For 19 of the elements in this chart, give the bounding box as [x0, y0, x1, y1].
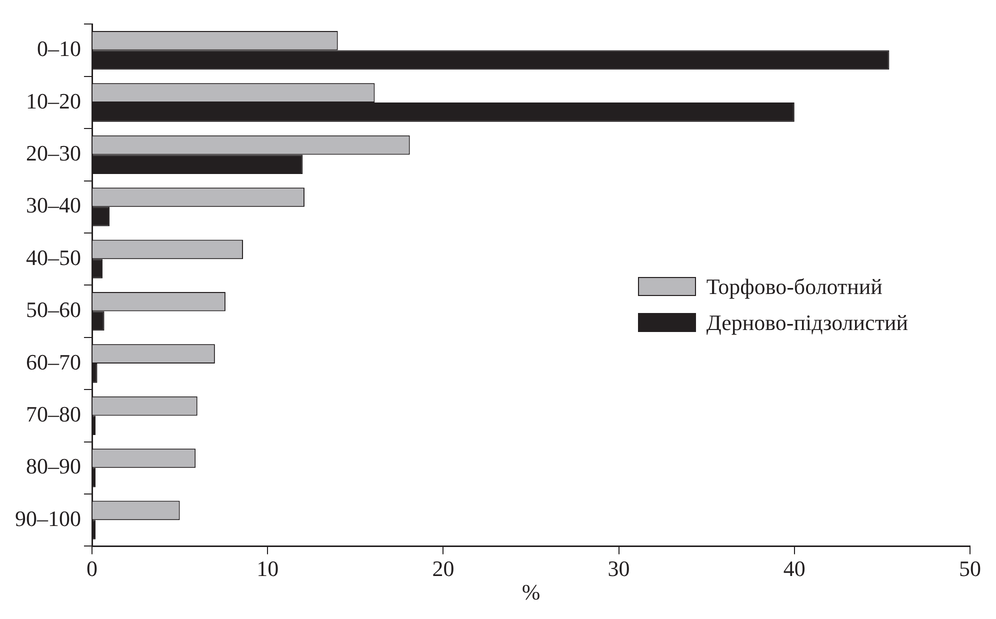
- y-tick-label: 60–70: [26, 349, 81, 374]
- y-tick-label: 30–40: [26, 192, 81, 218]
- x-tick-label: 50: [959, 556, 981, 582]
- legend-label: Торфово-болотний: [706, 274, 882, 300]
- x-tick-label: 10: [256, 556, 279, 582]
- x-tick-label: 20: [432, 556, 454, 582]
- y-tick-label: 20–30: [26, 140, 81, 166]
- y-tick-label: 70–80: [26, 401, 81, 426]
- legend-label: Дерново-підзолистий: [706, 310, 908, 336]
- x-tick-label: 0: [86, 556, 98, 582]
- x-axis-title: %: [522, 580, 540, 605]
- y-tick-label: 50–60: [26, 297, 81, 322]
- x-tick-label: 40: [783, 556, 806, 582]
- y-tick-label: 10–20: [26, 88, 81, 114]
- y-tick-label: 90–100: [15, 506, 81, 531]
- y-tick-label: 40–50: [26, 244, 81, 270]
- y-tick-label: 80–90: [26, 454, 81, 479]
- y-tick-label: 0–10: [37, 36, 81, 62]
- x-tick-label: 30: [608, 556, 630, 582]
